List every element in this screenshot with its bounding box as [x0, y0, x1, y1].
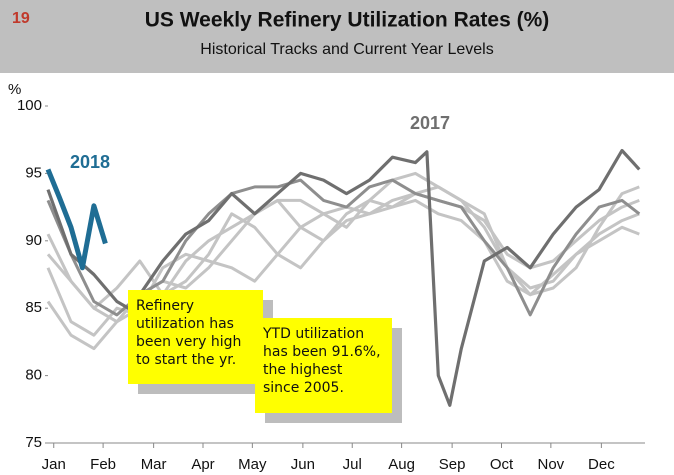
header-band — [0, 0, 674, 73]
x-tick-label: Aug — [388, 456, 415, 473]
y-axis-label: % — [8, 81, 21, 98]
annotation-text: utilization has — [136, 316, 234, 332]
x-tick-label: May — [238, 456, 267, 473]
x-tick-label: Jan — [42, 456, 66, 473]
y-tick-label: 85 — [25, 299, 42, 316]
series-label: 2017 — [410, 113, 450, 133]
x-tick-label: Dec — [588, 456, 615, 473]
annotation-text: has been 91.6%, — [263, 344, 381, 360]
x-tick-label: Oct — [490, 456, 514, 473]
chart-title: US Weekly Refinery Utilization Rates (%) — [145, 9, 550, 32]
y-tick-label: 75 — [25, 434, 42, 451]
x-tick-label: Mar — [141, 456, 167, 473]
annotation: YTD utilization has been 91.6%, the highes… — [255, 318, 402, 423]
annotation-text: to start the yr. — [136, 352, 236, 368]
annotation-box — [255, 318, 392, 413]
x-tick-label: Jun — [291, 456, 315, 473]
annotation-box — [128, 290, 263, 384]
page-number: 19 — [12, 10, 30, 27]
y-tick-label: 90 — [25, 232, 42, 249]
y-tick-label: 95 — [25, 164, 42, 181]
annotation-text: YTD utilization — [262, 326, 364, 342]
x-tick-label: Jul — [343, 456, 362, 473]
x-tick-label: Feb — [90, 456, 116, 473]
series-label: 2018 — [70, 152, 110, 172]
x-tick-label: Nov — [538, 456, 565, 473]
annotation-text: the highest — [263, 362, 343, 378]
annotation: Refinery utilization has been very high to … — [128, 290, 273, 394]
x-tick-label: Apr — [191, 456, 214, 473]
annotation-text: been very high — [136, 334, 241, 350]
x-tick-label: Sep — [439, 456, 466, 473]
annotation-text: Refinery — [136, 298, 194, 314]
annotation-text: since 2005. — [263, 380, 344, 396]
series-line — [45, 168, 108, 271]
chart-subtitle: Historical Tracks and Current Year Level… — [200, 41, 493, 58]
y-tick-label: 80 — [25, 367, 42, 384]
y-tick-label: 100 — [17, 97, 42, 114]
